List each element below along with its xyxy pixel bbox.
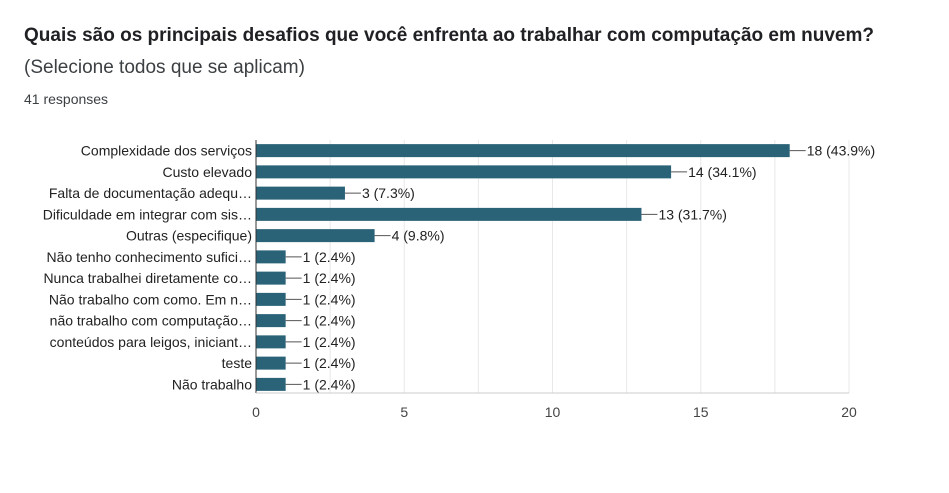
- x-tick-label: 15: [693, 404, 709, 420]
- bar: [256, 314, 286, 328]
- bar: [256, 271, 286, 285]
- question-title-main: Quais são os principais desafios que voc…: [24, 25, 874, 46]
- question-title-hint: (Selecione todos que se aplicam): [24, 57, 305, 78]
- x-tick-label: 0: [252, 404, 260, 420]
- value-label: 1 (2.4%): [303, 313, 356, 329]
- x-tick-label: 20: [841, 404, 857, 420]
- value-label: 14 (34.1%): [688, 164, 756, 180]
- bar: [256, 356, 286, 370]
- category-label: conteúdos para leigos, iniciant…: [50, 334, 252, 350]
- value-label: 1 (2.4%): [303, 334, 356, 350]
- bar: [256, 186, 345, 200]
- value-label: 4 (9.8%): [392, 228, 445, 244]
- response-count: 41 responses: [24, 91, 109, 107]
- bar: [256, 292, 286, 306]
- category-label: Não trabalho: [172, 376, 252, 392]
- value-label: 1 (2.4%): [303, 270, 356, 286]
- category-label: teste: [222, 355, 253, 371]
- x-tick-label: 10: [545, 404, 561, 420]
- value-label: 13 (31.7%): [658, 206, 726, 222]
- value-label: 1 (2.4%): [303, 355, 356, 371]
- question-title: Quais são os principais desafios que voc…: [24, 20, 904, 84]
- bar: [256, 144, 790, 158]
- value-label: 1 (2.4%): [303, 376, 356, 392]
- x-tick-label: 5: [400, 404, 408, 420]
- value-label: 1 (2.4%): [303, 291, 356, 307]
- axes: [255, 140, 849, 394]
- bar: [256, 250, 286, 264]
- category-label: Falta de documentação adequ…: [49, 185, 252, 201]
- grid-lines: [329, 140, 850, 393]
- category-label: não trabalho com computação…: [50, 313, 252, 329]
- category-label: Complexidade dos serviços: [81, 143, 252, 159]
- category-label: Nunca trabalhei diretamente co…: [43, 270, 252, 286]
- value-label: 18 (43.9%): [807, 143, 875, 159]
- bar: [256, 165, 672, 179]
- bar: [256, 229, 375, 243]
- value-label: 3 (7.3%): [362, 185, 415, 201]
- category-label: Não trabalho com como. Em n…: [49, 291, 252, 307]
- category-label: Outras (especifique): [126, 228, 252, 244]
- bars: [256, 144, 790, 391]
- category-label: Não tenho conhecimento sufici…: [47, 249, 252, 265]
- bar: [256, 207, 642, 221]
- bar: [256, 335, 286, 349]
- bar: [256, 377, 286, 391]
- category-label: Custo elevado: [162, 164, 252, 180]
- labels: 0 5 10 15 20 Complexidade dos serviços 18 (43.…: [43, 143, 875, 420]
- category-label: Dificuldade em integrar com sis…: [43, 206, 252, 222]
- value-label: 1 (2.4%): [303, 249, 356, 265]
